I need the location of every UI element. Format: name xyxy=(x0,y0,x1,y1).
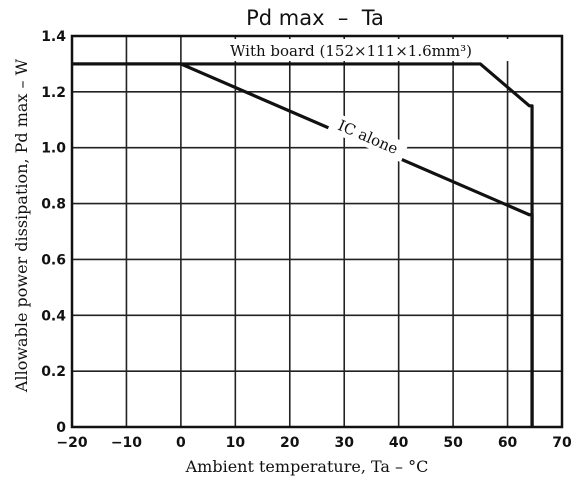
y-tick-label: 1.2 xyxy=(41,85,66,101)
annotations: With board (152×111×1.6mm³)IC alone xyxy=(226,39,544,162)
y-tick-label: 0.6 xyxy=(41,252,66,268)
plot-frame xyxy=(72,36,562,427)
grid xyxy=(72,36,562,427)
y-tick-label: 0 xyxy=(56,420,66,436)
series-line-1 xyxy=(72,64,532,427)
x-axis-label: Ambient temperature, Ta – °C xyxy=(185,457,429,476)
x-tick-label: −20 xyxy=(56,435,87,451)
y-tick-label: 1.4 xyxy=(41,29,66,45)
y-tick-label: 1.0 xyxy=(41,141,66,157)
x-tick-label: 50 xyxy=(443,435,463,451)
x-tick-label: 0 xyxy=(176,435,186,451)
annotation-with-board: With board (152×111×1.6mm³) xyxy=(230,42,472,60)
x-tick-label: 30 xyxy=(334,435,354,451)
y-tick-label: 0.8 xyxy=(41,197,66,213)
series-layer xyxy=(72,64,532,427)
x-tick-label: −10 xyxy=(111,435,142,451)
x-tick-label: 40 xyxy=(389,435,409,451)
series-line-2 xyxy=(72,64,532,427)
chart-title: Pd max – Ta xyxy=(246,6,384,30)
y-tick-label: 0.4 xyxy=(41,308,66,324)
y-axis-label: Allowable power dissipation, Pd max – W xyxy=(12,58,31,393)
x-tick-label: 10 xyxy=(226,435,246,451)
x-tick-label: 70 xyxy=(552,435,572,451)
x-tick-label: 60 xyxy=(498,435,518,451)
y-tick-label: 0.2 xyxy=(41,364,66,380)
x-tick-label: 20 xyxy=(280,435,300,451)
